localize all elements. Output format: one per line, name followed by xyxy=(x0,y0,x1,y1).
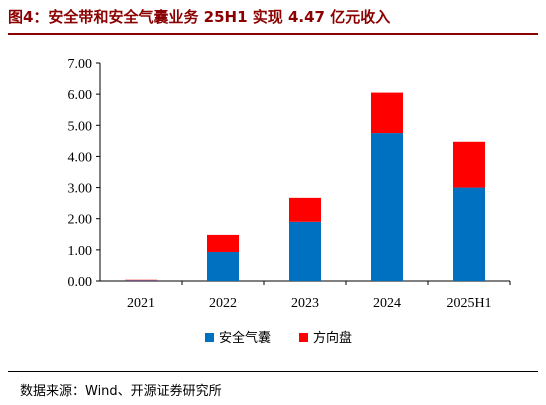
bar-airbag xyxy=(289,221,321,281)
x-tick-label: 2024 xyxy=(373,296,401,311)
x-tick-label: 2021 xyxy=(127,296,155,311)
y-tick-label: 5.00 xyxy=(68,119,93,134)
bar-steering-wheel xyxy=(207,234,239,253)
legend-label: 方向盘 xyxy=(313,330,352,346)
x-tick-label: 2022 xyxy=(209,296,237,311)
x-tick-label: 2023 xyxy=(291,296,319,311)
bar-airbag xyxy=(453,187,485,281)
y-tick-label: 7.00 xyxy=(68,57,93,72)
bar-steering-wheel xyxy=(453,141,485,188)
bar-airbag xyxy=(371,133,403,281)
bar-steering-wheel xyxy=(371,92,403,134)
chart-title: 图4：安全带和安全气囊业务 25H1 实现 4.47 亿元收入 xyxy=(8,8,391,26)
source-note: 数据来源：Wind、开源证券研究所 xyxy=(20,384,222,399)
y-tick-label: 4.00 xyxy=(68,150,93,165)
title-divider xyxy=(8,33,538,35)
legend: 安全气囊 方向盘 xyxy=(205,330,352,346)
legend-label: 安全气囊 xyxy=(219,330,271,346)
y-tick-label: 3.00 xyxy=(68,182,93,197)
footer-divider xyxy=(8,371,538,372)
y-tick-label: 2.00 xyxy=(68,213,93,228)
x-tick-label: 2025H1 xyxy=(446,296,491,311)
bars xyxy=(125,92,485,281)
y-tick-label: 0.00 xyxy=(68,275,93,290)
legend-swatch xyxy=(299,333,308,342)
bar-airbag xyxy=(125,280,157,281)
bar-steering-wheel xyxy=(125,279,157,281)
y-tick-label: 1.00 xyxy=(68,244,93,259)
bar-airbag xyxy=(207,252,239,281)
y-axis: 0.00 1.00 2.00 3.00 4.00 5.00 6.00 7.00 xyxy=(68,57,101,290)
y-tick-label: 6.00 xyxy=(68,88,93,103)
bar-chart: 0.001.002.003.004.005.006.007.00 2021 202… xyxy=(68,57,511,346)
legend-swatch xyxy=(205,333,214,342)
x-axis: 2021 2022 2023 2024 2025H1 xyxy=(100,280,511,311)
bar-steering-wheel xyxy=(289,197,321,222)
